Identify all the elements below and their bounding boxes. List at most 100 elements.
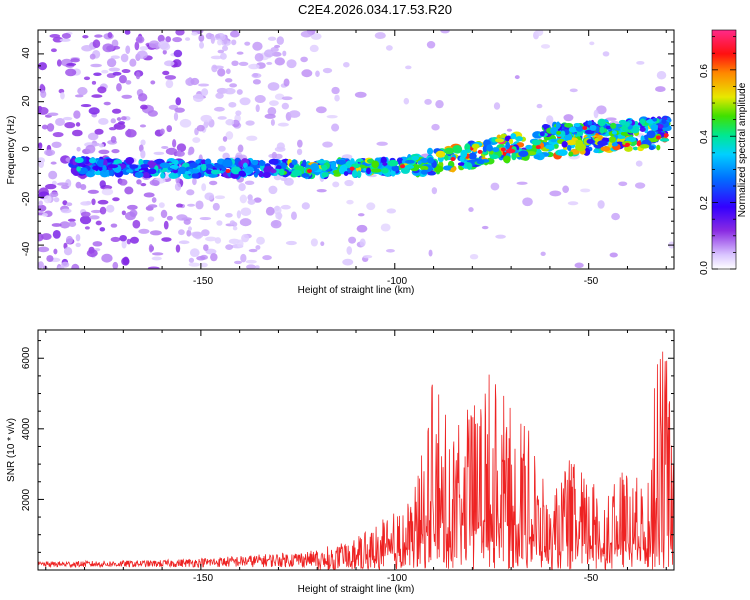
heatmap-cell: [147, 110, 158, 117]
heatmap-cell: [385, 45, 393, 51]
heatmap-cell: [550, 126, 558, 135]
heatmap-cell: [192, 177, 197, 186]
heatmap-cell: [122, 256, 130, 265]
heatmap-cell: [238, 170, 246, 177]
heatmap-cell: [155, 159, 163, 165]
heatmap-cell: [597, 118, 606, 127]
heatmap-cell: [600, 146, 611, 152]
heatmap-cell: [321, 172, 329, 178]
heatmap-cell: [207, 173, 218, 178]
heatmap-cell: [175, 97, 182, 106]
heatmap-cell: [306, 169, 312, 174]
heatmap-cell: [271, 51, 282, 57]
heatmap-cell: [332, 169, 341, 175]
heatmap-cell: [427, 157, 435, 164]
heatmap-cell: [135, 71, 141, 80]
heatmap-cell: [75, 234, 81, 242]
heatmap-y-tick-label: -20: [21, 191, 32, 206]
heatmap-cell: [536, 103, 543, 109]
heatmap-cell: [124, 186, 134, 195]
heatmap-cell: [568, 126, 579, 133]
heatmap-cell: [255, 245, 261, 250]
heatmap-cell: [259, 160, 266, 166]
heatmap-cell: [316, 159, 327, 164]
heatmap-cell: [280, 204, 291, 210]
heatmap-cell: [222, 136, 228, 142]
heatmap-cell: [59, 38, 71, 42]
heatmap-cell: [635, 160, 643, 167]
heatmap-cell: [175, 30, 185, 36]
heatmap-cell: [136, 179, 142, 185]
heatmap-cell: [173, 49, 183, 58]
heatmap-cell: [140, 163, 150, 168]
heatmap-y-tick-label: 20: [21, 95, 32, 107]
heatmap-cell: [661, 118, 667, 125]
heatmap-cell: [566, 139, 576, 146]
heatmap-cell: [288, 110, 301, 118]
heatmap-cell: [264, 113, 276, 119]
heatmap-cell: [82, 34, 89, 39]
heatmap-cell: [382, 162, 388, 166]
heatmap-cell: [113, 122, 126, 130]
heatmap-cell: [233, 120, 239, 125]
heatmap-cell: [240, 207, 252, 217]
heatmap-cell: [163, 220, 169, 230]
heatmap-cell: [239, 218, 252, 227]
heatmap-cell: [597, 135, 603, 141]
heatmap-cell: [121, 240, 127, 249]
heatmap-cell: [153, 151, 165, 155]
heatmap-cell: [262, 171, 271, 178]
heatmap-cell: [91, 80, 97, 85]
heatmap-cell: [656, 71, 667, 80]
colorbar: 0.0 0.2 0.4 0.6 Normalized spectral ampl…: [699, 29, 748, 275]
snr-axis-ticks: [38, 330, 674, 571]
heatmap-cell: [160, 172, 165, 179]
heatmap-cell: [254, 265, 260, 269]
heatmap-cell: [469, 253, 479, 260]
heatmap-cell: [605, 125, 612, 130]
heatmap-cell: [147, 160, 156, 169]
heatmap-cell: [522, 197, 533, 207]
heatmap-cell: [204, 158, 212, 166]
heatmap-cell: [567, 201, 579, 206]
heatmap-cell: [138, 158, 144, 166]
heatmap-cell: [38, 246, 50, 253]
heatmap-cell: [125, 156, 135, 165]
heatmap-cell: [506, 128, 513, 132]
heatmap-cell: [190, 77, 200, 86]
heatmap-cell: [561, 140, 568, 148]
heatmap-cell: [400, 167, 410, 174]
heatmap-cell: [159, 162, 171, 169]
heatmap-cell: [495, 234, 506, 239]
heatmap-cell: [142, 171, 150, 179]
heatmap-cell: [468, 152, 477, 160]
heatmap-cell: [121, 69, 131, 74]
heatmap-cell: [236, 89, 243, 95]
heatmap-cell: [79, 215, 92, 225]
heatmap-cell: [281, 102, 289, 110]
heatmap-cell: [68, 221, 77, 227]
heatmap-cell: [217, 49, 225, 54]
heatmap-cell: [516, 181, 528, 185]
heatmap-cell: [161, 145, 169, 149]
heatmap-cell: [224, 78, 233, 83]
heatmap-cell: [331, 123, 340, 132]
heatmap-cell: [203, 244, 209, 251]
heatmap-cell: [256, 236, 265, 245]
heatmap-cell: [321, 164, 328, 172]
heatmap-cell: [110, 135, 117, 144]
heatmap-cell: [149, 179, 160, 186]
heatmap-cell: [236, 210, 241, 219]
heatmap-cell: [201, 88, 209, 96]
heatmap-cell: [655, 135, 661, 140]
heatmap-cell: [121, 94, 133, 99]
heatmap-cell: [322, 141, 333, 148]
heatmap-panel: -150 -100 -50 -40 -20 0 20 40 Height of …: [6, 29, 675, 296]
heatmap-cell: [43, 195, 52, 204]
heatmap-cell: [112, 197, 120, 202]
heatmap-cell: [533, 154, 541, 160]
heatmap-cell: [315, 70, 320, 77]
heatmap-cell: [376, 141, 388, 146]
heatmap-cell: [535, 145, 541, 150]
heatmap-cell: [110, 223, 118, 228]
